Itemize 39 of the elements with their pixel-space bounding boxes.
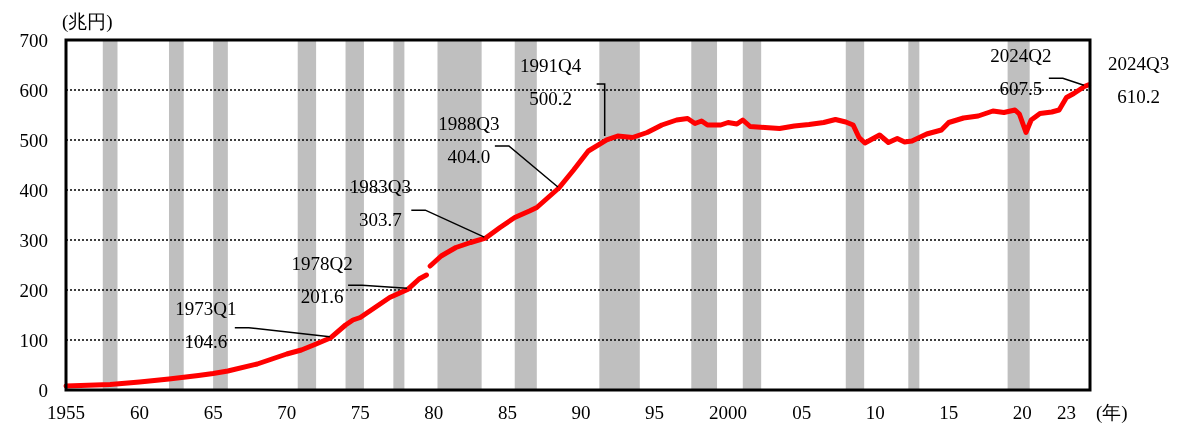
annotation: 607.5 [999,78,1043,100]
annotation: 104.6 [184,330,228,352]
xtick: 23 [1056,402,1076,423]
ytick: 400 [19,180,48,201]
ytick: 100 [19,330,48,351]
annotation: 1991Q4 [520,54,582,76]
annotation: 1988Q3 [438,113,500,134]
annotation: 610.2 [1117,85,1160,107]
annotation: 500.2 [529,87,573,109]
annotation: 1978Q2 [291,253,353,275]
ytick: 600 [19,80,48,101]
xtick: 60 [130,402,150,423]
ytick: 300 [19,230,48,251]
xlabel: (年) [1096,402,1128,423]
xtick: 95 [645,402,664,423]
xtick: 85 [497,402,517,423]
ytick: 0 [38,380,48,401]
xtick: 65 [203,402,223,423]
xtick: 75 [350,402,370,423]
xtick: 05 [792,402,812,423]
xtick: 70 [277,402,297,423]
annotation: 2024Q2 [990,45,1052,67]
annotation: 201.6 [300,286,344,308]
annotation: 303.7 [358,209,402,231]
annotation: 1983Q3 [349,176,411,198]
xtick: 1955 [47,402,85,423]
xtick: 80 [424,402,444,423]
xtick: 10 [865,402,885,423]
xtick: 20 [1012,402,1032,423]
ylabel: (兆円) [62,11,113,32]
xtick: 15 [939,402,959,423]
ytick: 700 [19,30,48,51]
annotation: 404.0 [447,146,491,167]
ytick: 200 [19,280,48,301]
xtick: 2000 [709,402,748,423]
ytick: 500 [19,130,48,151]
xtick: 90 [571,402,591,423]
annotation: 1973Q1 [175,297,237,319]
annotation: 2024Q3 [1107,52,1170,74]
